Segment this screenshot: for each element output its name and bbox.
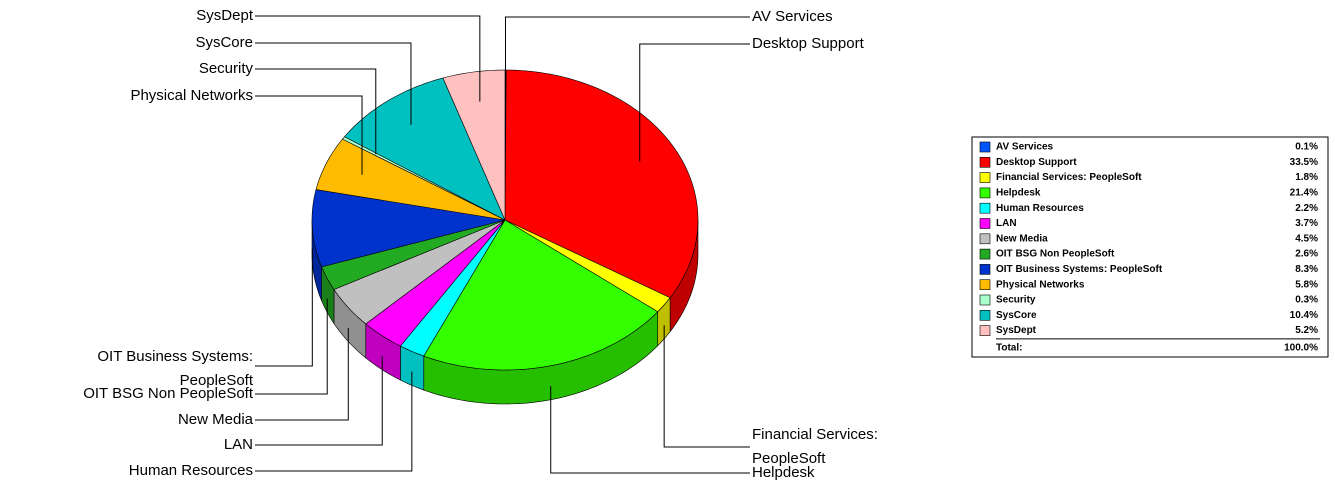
slice-label: OIT Business Systems: PeopleSoft <box>97 348 253 389</box>
pie-slice <box>399 219 506 357</box>
pie-slice <box>311 189 506 268</box>
leader-line <box>255 248 313 367</box>
pie-slice <box>344 77 506 221</box>
slice-label: Physical Networks <box>130 87 253 104</box>
legend: AV Services 0.1% Desktop Support 33.5% Finan… <box>971 136 1329 358</box>
legend-value: 0.3% <box>1295 295 1318 306</box>
legend-swatch <box>979 309 991 321</box>
leader-line <box>550 386 750 474</box>
leader-line <box>255 298 328 395</box>
legend-value: 0.1% <box>1295 142 1318 153</box>
leader-line <box>255 68 377 155</box>
pie-slice <box>333 219 506 325</box>
slice-label: LAN <box>223 436 253 453</box>
legend-swatch <box>979 157 991 168</box>
pie-slice <box>315 138 506 221</box>
leader-line <box>255 327 349 421</box>
legend-swatch <box>979 248 991 260</box>
legend-swatch <box>979 294 991 306</box>
legend-value: 2.2% <box>1295 203 1318 214</box>
pie-slice <box>504 69 699 299</box>
legend-value: 5.2% <box>1295 325 1318 336</box>
slice-label: SysDept <box>196 7 253 24</box>
legend-swatch <box>979 279 991 291</box>
leader-line <box>663 325 750 448</box>
legend-value: 33.5% <box>1290 157 1318 168</box>
leader-line <box>255 356 383 446</box>
legend-label: LAN <box>996 218 1017 229</box>
slice-label: Security <box>198 60 253 77</box>
leader-line <box>639 43 750 162</box>
leader-line <box>255 371 413 472</box>
slice-label: Helpdesk <box>752 464 815 481</box>
pie-slice <box>423 219 659 371</box>
legend-label: New Media <box>996 233 1048 244</box>
slice-label: SysCore <box>195 34 253 51</box>
slice-label: Financial Services: PeopleSoft <box>752 426 878 467</box>
legend-value: 1.8% <box>1295 172 1318 183</box>
legend-label: AV Services <box>996 142 1054 153</box>
legend-label: Financial Services: PeopleSoft <box>996 172 1142 183</box>
legend-value: 4.5% <box>1295 233 1318 244</box>
pie-slice <box>442 69 506 221</box>
legend-swatch <box>979 172 991 183</box>
legend-swatch <box>979 325 991 336</box>
legend-box <box>971 136 1329 358</box>
pie-slice <box>365 219 506 347</box>
pie-slice <box>504 219 671 313</box>
legend-label: OIT BSG Non PeopleSoft <box>996 249 1115 260</box>
legend-swatch <box>979 264 991 275</box>
legend-total-value: 100.0% <box>1284 343 1318 354</box>
legend-swatch <box>979 202 991 214</box>
legend-value: 8.3% <box>1295 264 1318 275</box>
slice-label: Desktop Support <box>752 35 864 52</box>
legend-value: 10.4% <box>1290 310 1318 321</box>
legend-label: Desktop Support <box>996 157 1077 168</box>
legend-swatch <box>979 141 991 153</box>
legend-value: 21.4% <box>1290 188 1318 199</box>
legend-swatch <box>979 218 991 229</box>
legend-label: Security <box>996 295 1036 306</box>
leader-line <box>255 95 363 175</box>
legend-label: Human Resources <box>996 203 1084 214</box>
leader-line <box>255 42 412 125</box>
legend-swatch <box>979 187 991 199</box>
legend-total-label: Total: <box>996 343 1022 354</box>
legend-label: Physical Networks <box>996 279 1085 290</box>
legend-label: Helpdesk <box>996 188 1041 199</box>
slice-label: OIT BSG Non PeopleSoft <box>83 385 253 402</box>
legend-label: SysDept <box>996 325 1037 336</box>
slice-label: New Media <box>177 411 253 428</box>
leader-line <box>255 15 481 102</box>
legend-label: OIT Business Systems: PeopleSoft <box>996 264 1163 275</box>
slice-label: Human Resources <box>128 462 253 479</box>
legend-value: 3.7% <box>1295 218 1318 229</box>
leader-line <box>504 16 750 101</box>
legend-label: SysCore <box>996 310 1037 321</box>
slice-label: AV Services <box>752 8 833 25</box>
legend-swatch <box>979 233 991 245</box>
legend-value: 2.6% <box>1295 249 1318 260</box>
pie-slice <box>321 219 506 290</box>
legend-value: 5.8% <box>1295 279 1318 290</box>
